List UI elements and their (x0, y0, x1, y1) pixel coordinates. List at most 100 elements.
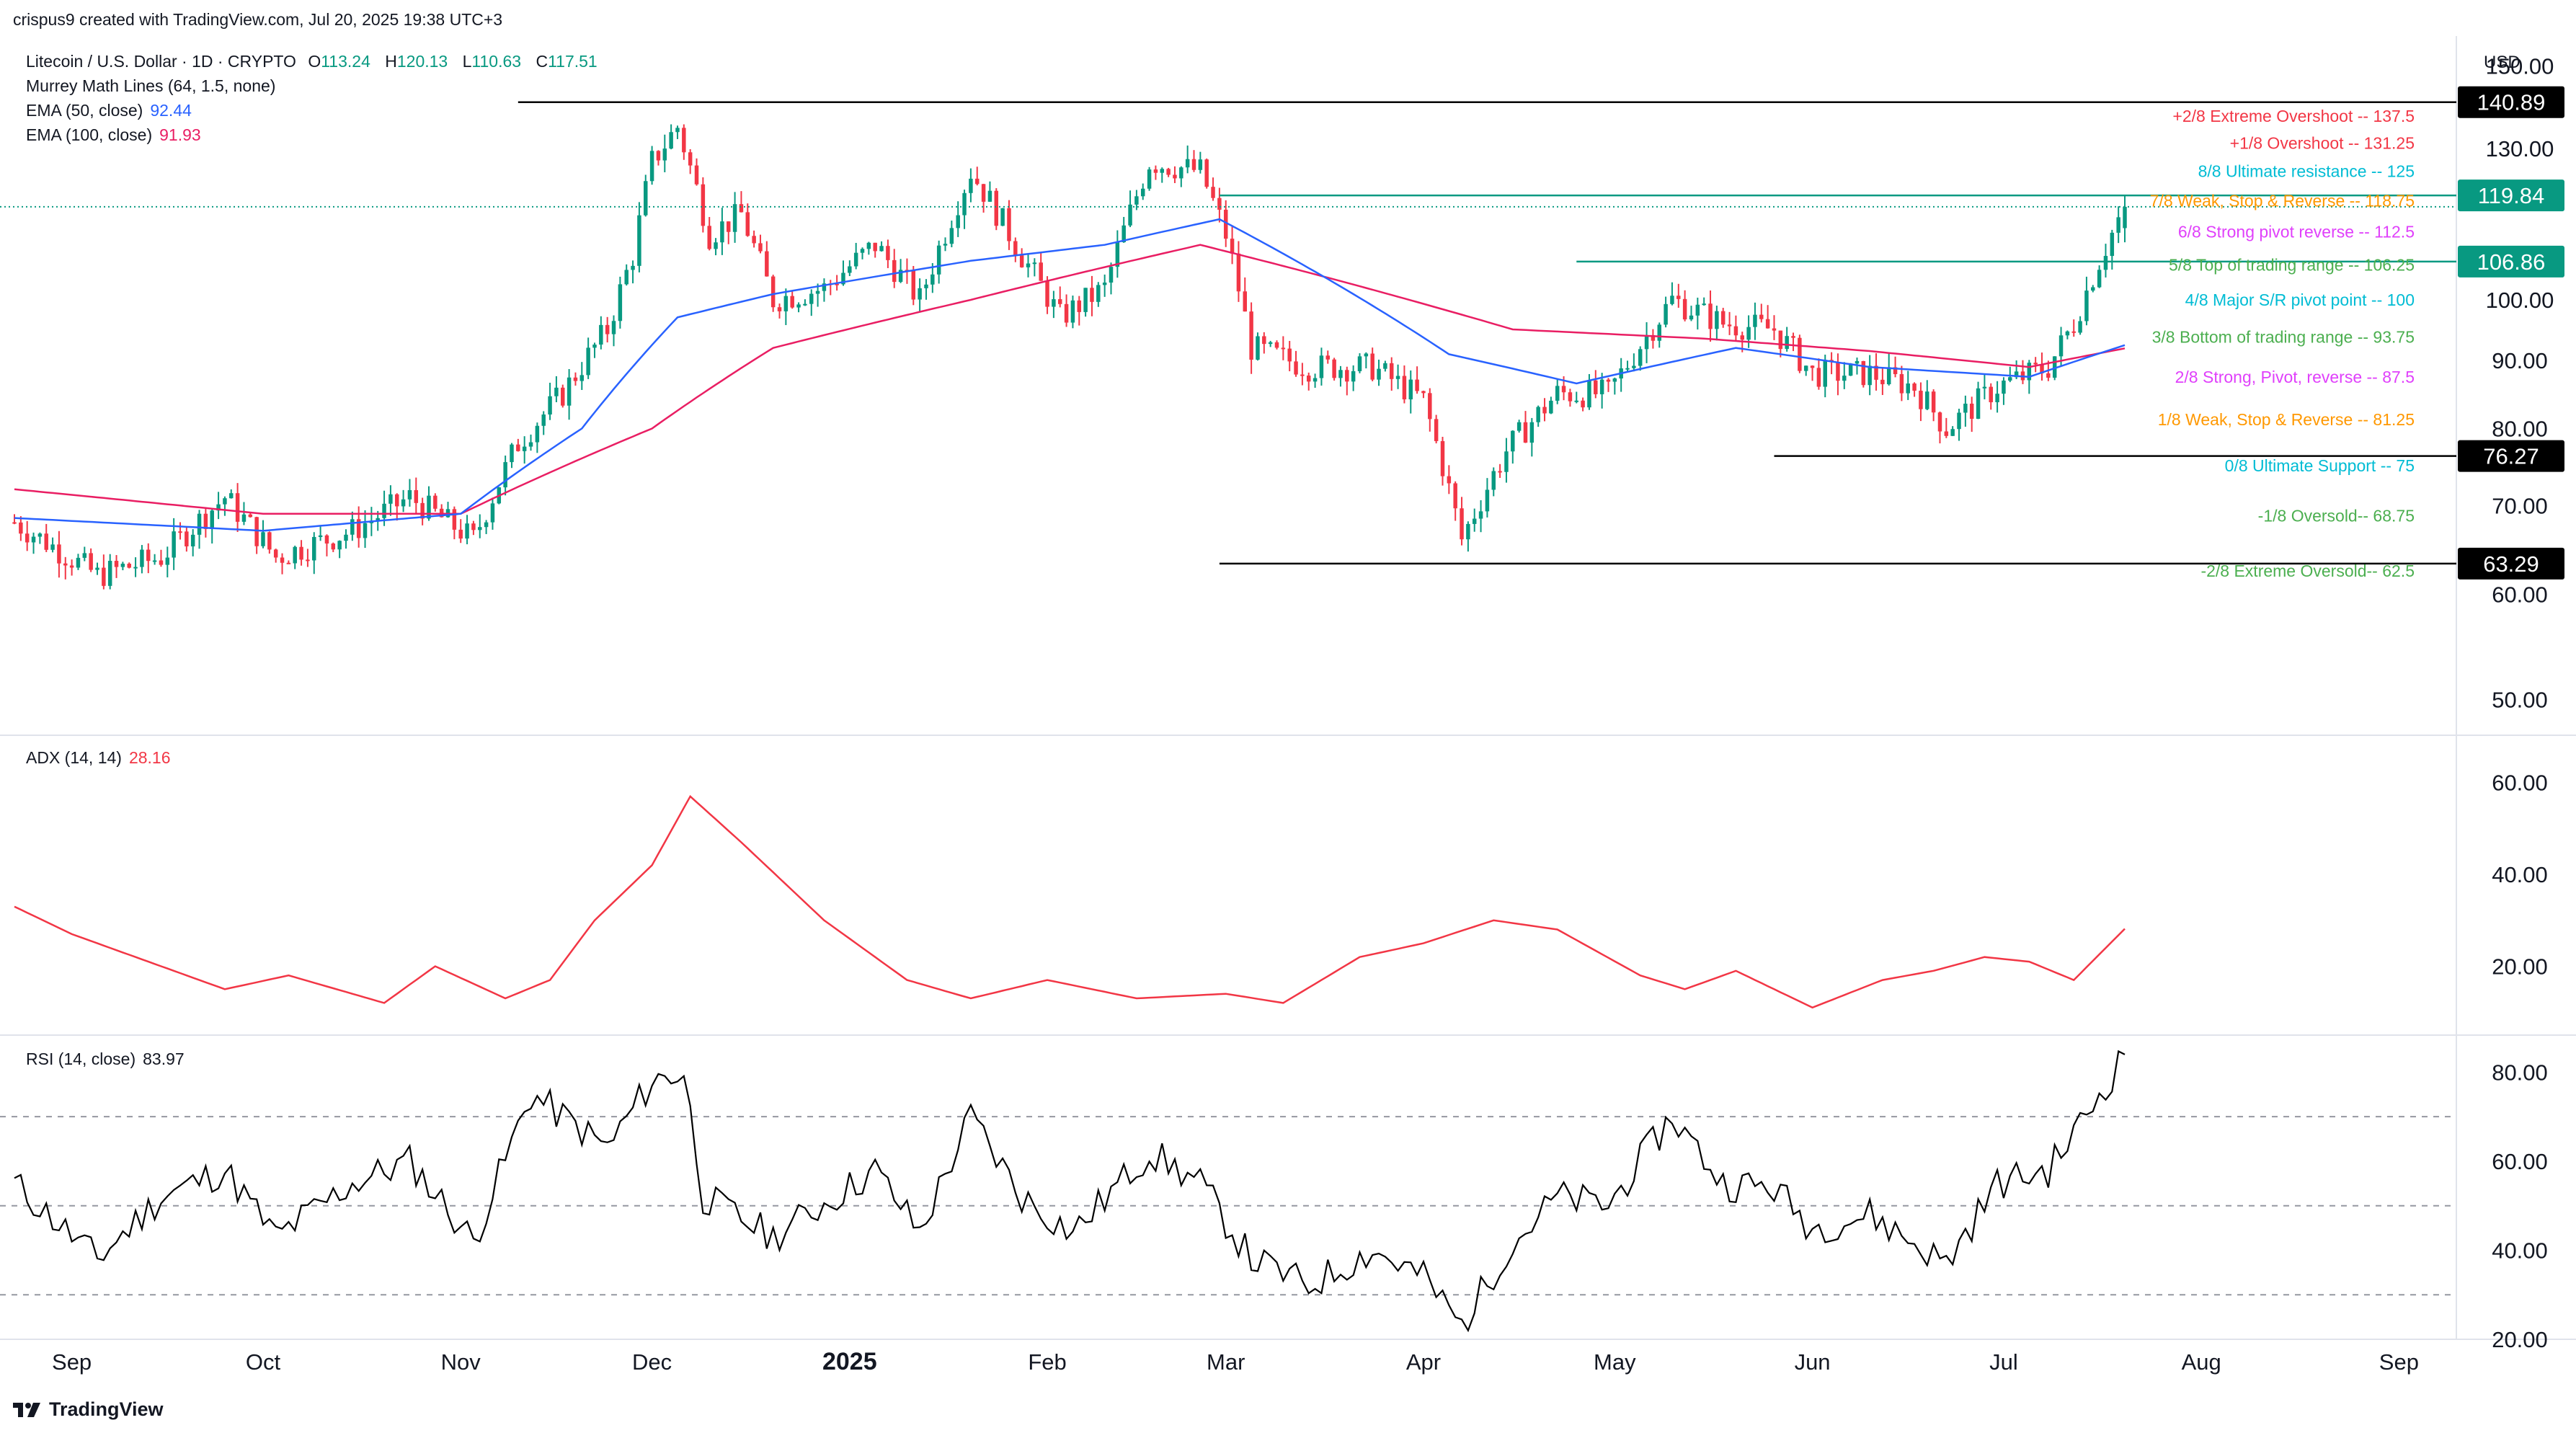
candle-body (1561, 386, 1566, 393)
candle-body (2033, 363, 2038, 365)
candle-body (2058, 335, 2064, 357)
candle-body (44, 533, 48, 550)
candle-body (1957, 412, 1961, 430)
candle-body (727, 221, 731, 232)
candle-body (675, 128, 680, 133)
candle-body (1077, 300, 1082, 312)
candle-body (2071, 331, 2076, 333)
candle-body (1364, 353, 1369, 357)
axes[interactable]: 140.89 119.84 106.86 76.27 63.29 50.00 60.00 70… (52, 54, 2564, 1375)
candle-body (974, 178, 980, 185)
candle-body (1052, 299, 1056, 307)
candle-body (1338, 370, 1343, 378)
murrey-level-label: 7/8 Weak, Stop & Reverse -- 118.75 (2150, 191, 2415, 210)
candle-body (1874, 365, 1878, 380)
candle-body (1447, 476, 1452, 484)
price-badge[interactable] (2458, 179, 2564, 212)
rsi-tick-label: 80.00 (2492, 1060, 2548, 1085)
candle-body (1173, 174, 1177, 179)
candle-body (1485, 489, 1490, 512)
candle-body (866, 242, 871, 249)
candle-body (433, 495, 438, 509)
rsi-legend[interactable]: RSI (14, close) 83.97 (26, 1050, 192, 1069)
candle-body (152, 560, 157, 562)
candle-body (1542, 407, 1547, 414)
candle-body (210, 510, 214, 529)
candlestick-series[interactable] (12, 124, 2127, 590)
price-badge-label: 140.89 (2477, 90, 2546, 115)
candle-body (987, 190, 992, 202)
ema50-legend[interactable]: EMA (50, close) 92.44 (26, 101, 199, 120)
candle-body (1523, 422, 1528, 443)
candle-body (76, 557, 81, 568)
candle-body (376, 518, 380, 521)
rsi-tick-label: 20.00 (2492, 1327, 2548, 1352)
candle-body (790, 296, 794, 308)
candle-body (1925, 391, 1929, 409)
murrey-level-label: 8/8 Ultimate resistance -- 125 (2198, 161, 2415, 180)
candle-body (1989, 386, 1993, 403)
candle-body (1096, 285, 1101, 302)
rsi-value: 83.97 (143, 1050, 185, 1068)
candle-body (981, 184, 986, 202)
price-pane[interactable]: +2/8 Extreme Overshoot -- 137.5 +1/8 Over… (0, 101, 2456, 590)
candle-body (1976, 388, 1981, 419)
price-badge[interactable] (2458, 86, 2564, 118)
candle-body (1402, 376, 1407, 400)
candle-body (2040, 364, 2044, 373)
adx-legend[interactable]: ADX (14, 14) 28.16 (26, 748, 178, 768)
candle-body (822, 283, 827, 291)
candle-body (796, 304, 801, 308)
candle-body (1102, 283, 1107, 285)
symbol-legend[interactable]: Litecoin / U.S. Dollar · 1D · CRYPTO O11… (26, 52, 612, 71)
price-tick-label: 100.00 (2486, 288, 2554, 313)
murrey-level-label: +2/8 Extreme Overshoot -- 137.5 (2172, 107, 2415, 125)
candle-body (656, 151, 661, 161)
rsi-pane[interactable] (0, 1050, 2456, 1333)
candle-body (770, 276, 776, 308)
adx-pane[interactable] (14, 794, 2126, 1009)
rsi-label: RSI (14, close) (26, 1050, 136, 1068)
candle-body (1013, 241, 1018, 256)
candle-body (624, 270, 629, 285)
candle-body (745, 212, 750, 236)
time-tick-label: 2025 (822, 1348, 877, 1375)
murrey-legend[interactable]: Murrey Math Lines (64, 1.5, none) (26, 76, 283, 96)
candle-body (306, 559, 310, 562)
price-badge[interactable] (2458, 440, 2564, 472)
adx-label: ADX (14, 14) (26, 748, 122, 767)
murrey-level-label: 3/8 Bottom of trading range -- 93.75 (2152, 328, 2415, 347)
candle-body (943, 244, 948, 246)
price-badge[interactable] (2458, 245, 2564, 278)
candle-body (662, 148, 667, 161)
candle-body (1204, 159, 1209, 187)
candle-body (229, 493, 234, 499)
currency-label[interactable]: USD (2484, 53, 2521, 72)
candle-body (1982, 386, 1987, 389)
candle-body (146, 549, 151, 562)
murrey-math-labels[interactable]: +2/8 Extreme Overshoot -- 137.5 +1/8 Over… (2150, 107, 2415, 580)
ema100-legend[interactable]: EMA (100, close) 91.93 (26, 125, 208, 145)
ema50-line (14, 218, 2126, 532)
candle-body (363, 523, 368, 538)
candle-body (1861, 360, 1866, 386)
price-badge-label: 106.86 (2477, 249, 2546, 275)
candle-body (273, 549, 278, 558)
candle-body (337, 541, 342, 550)
candle-body (879, 246, 884, 252)
candle-body (1803, 365, 1808, 371)
candle-body (848, 266, 852, 273)
candle-body (216, 504, 221, 511)
candle-body (694, 165, 699, 185)
candle-body (120, 564, 125, 567)
candle-body (293, 546, 297, 564)
candle-body (1243, 291, 1248, 312)
candle-body (1428, 393, 1432, 420)
footer-brand[interactable]: TradingView (13, 1398, 164, 1421)
candle-body (1421, 391, 1426, 394)
candle-body (165, 557, 170, 565)
price-badge[interactable] (2458, 547, 2564, 580)
candle-body (1262, 336, 1266, 345)
candle-body (1893, 367, 1898, 375)
